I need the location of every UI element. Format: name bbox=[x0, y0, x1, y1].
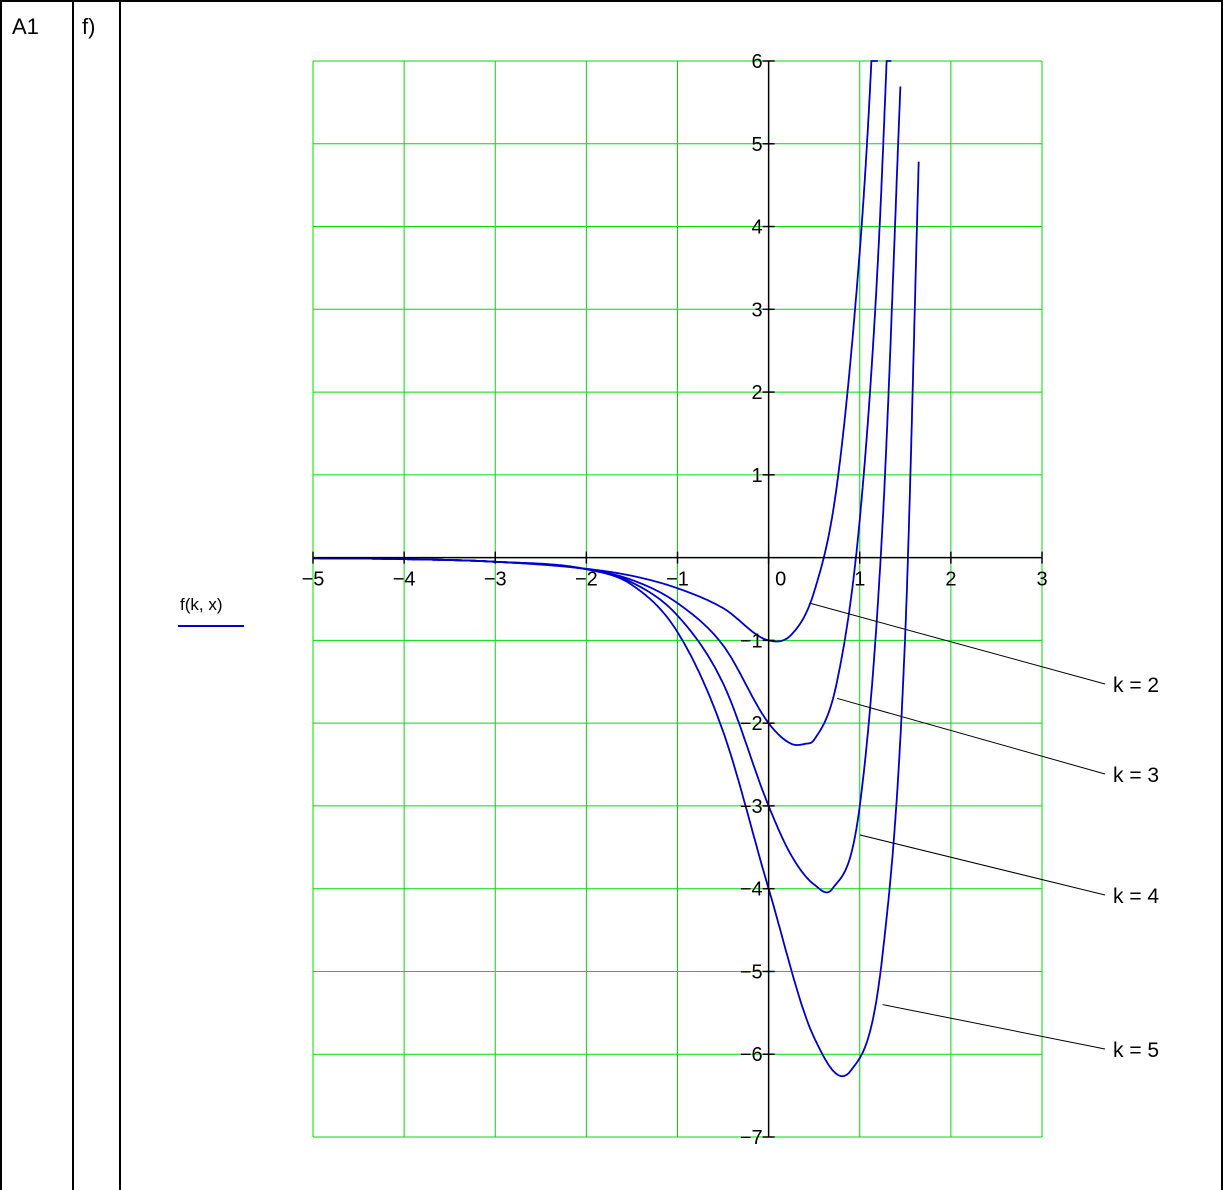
y-tick-label: 2 bbox=[752, 382, 763, 404]
series-label: k = 4 bbox=[1113, 885, 1159, 908]
y-tick-label: 3 bbox=[752, 299, 763, 321]
curve-k=3 bbox=[313, 60, 892, 746]
series-label: k = 2 bbox=[1113, 674, 1159, 697]
y-tick-label: −7 bbox=[740, 1127, 763, 1149]
annotation-leader bbox=[859, 834, 1106, 896]
chart-grid bbox=[312, 60, 1043, 1138]
x-tick-label: 0 bbox=[775, 569, 786, 591]
annotation-leader bbox=[836, 697, 1106, 775]
y-tick-label: 5 bbox=[752, 134, 763, 156]
chart-annotations: k = 2 k = 3 k = 4 k = 5 bbox=[809, 602, 1159, 1062]
y-tick-label: −5 bbox=[740, 961, 763, 983]
y-tick-label: −6 bbox=[740, 1044, 763, 1066]
x-tick-label: −5 bbox=[302, 569, 325, 591]
annotation-leader bbox=[809, 602, 1106, 685]
annotation-leader bbox=[882, 1004, 1106, 1050]
y-tick-label: −2 bbox=[740, 713, 763, 735]
chart-tick-labels: −5 −4 −3 −2 −1 0 1 2 3 −7 −6 −5 −4 −3 −2 −1 1 2 3 4 5 6 bbox=[302, 51, 1048, 1149]
x-tick-label: −1 bbox=[666, 569, 689, 591]
y-tick-label: −4 bbox=[740, 879, 763, 901]
curve-k=2 bbox=[313, 60, 878, 643]
x-tick-label: −2 bbox=[575, 569, 598, 591]
x-tick-label: 1 bbox=[854, 569, 865, 591]
subtask-label: f) bbox=[82, 14, 95, 39]
row-label: A1 bbox=[12, 14, 39, 39]
chart-axes bbox=[312, 60, 1043, 1138]
y-axis-label: f(k, x) bbox=[180, 595, 223, 614]
y-tick-label: −1 bbox=[740, 630, 763, 652]
x-tick-label: 3 bbox=[1036, 569, 1047, 591]
y-tick-label: −3 bbox=[740, 796, 763, 818]
x-tick-label: −4 bbox=[393, 569, 416, 591]
series-label: k = 5 bbox=[1113, 1039, 1159, 1062]
x-tick-label: −3 bbox=[484, 569, 507, 591]
y-tick-label: 6 bbox=[752, 51, 763, 73]
x-tick-label: 2 bbox=[945, 569, 956, 591]
curve-k=4 bbox=[313, 86, 902, 894]
y-tick-label: 1 bbox=[752, 465, 763, 487]
y-tick-label: 4 bbox=[752, 217, 763, 239]
series-label: k = 3 bbox=[1113, 764, 1159, 787]
